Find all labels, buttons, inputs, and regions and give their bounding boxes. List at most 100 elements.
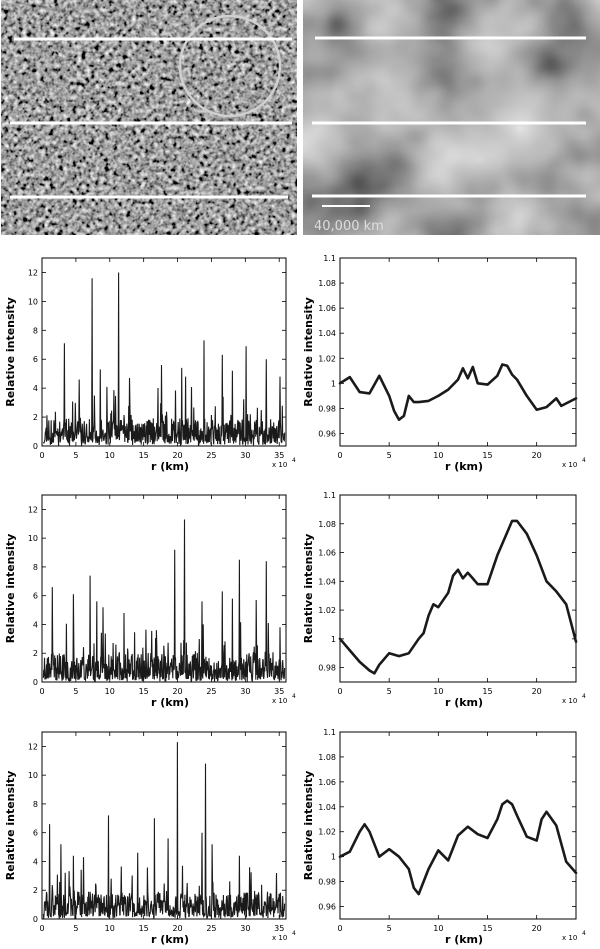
y-tick-label: 0.98 [318,404,336,413]
scale-bar-label: 40,000 km [314,219,384,234]
x-tick-label: 0 [337,451,342,460]
x-tick-label: 5 [387,687,392,696]
granulation-texture [1,0,297,235]
x-tick-label: 20 [532,451,542,460]
y-tick-label: 1.04 [318,329,336,338]
intensity-series-line [42,519,286,683]
x-tick-label: 15 [139,451,149,460]
y-tick-label: 4 [33,620,38,629]
intensity-series-line [338,363,578,422]
y-tick-label: 1.08 [318,753,336,762]
y-tick-label: 1.04 [318,577,336,586]
y-tick-label: 8 [33,800,38,809]
y-tick-label: 4 [33,857,38,866]
x-axis-label: r (km) [445,460,483,473]
x-tick-label: 0 [39,451,44,460]
y-tick-label: 1.02 [318,828,336,837]
x-exponent-label: 4 [292,457,296,464]
y-axis-label: Relative intensity [302,771,315,881]
intensity-series-line [42,272,286,447]
y-tick-label: 2 [33,886,38,895]
x-tick-label: 15 [482,924,492,933]
x-tick-label: 5 [387,451,392,460]
y-tick-label: 1.06 [318,549,336,558]
x-axis-label: r (km) [151,460,189,473]
x-axis-label: r (km) [151,696,189,709]
y-tick-label: 1.1 [323,728,336,737]
x-tick-label: 20 [172,451,182,460]
x-multiplier-label: x 10 [562,697,577,705]
x-exponent-label: 4 [292,693,296,700]
x-tick-label: 25 [206,687,216,696]
x-tick-label: 5 [73,451,78,460]
x-multiplier-label: x 10 [272,461,287,469]
y-tick-label: 0 [33,678,38,687]
y-tick-label: 1.06 [318,778,336,787]
intensity-series-line [338,519,578,675]
x-tick-label: 10 [433,924,443,933]
x-tick-label: 10 [433,451,443,460]
x-tick-label: 35 [274,924,284,933]
x-tick-label: 35 [274,687,284,696]
intensity-chart-5: 0 5 10 15 20 25 30 35 0 2 4 6 8 10 12 r (km) Relative in… [4,731,296,946]
x-tick-label: 10 [105,924,115,933]
x-tick-label: 30 [240,451,250,460]
y-tick-label: 6 [33,355,38,364]
x-tick-label: 10 [105,687,115,696]
smoothed-image-panel: 40,000 km [303,0,600,235]
x-multiplier-label: x 10 [272,934,287,942]
y-tick-label: 0.96 [318,429,336,438]
x-tick-label: 5 [73,687,78,696]
x-tick-label: 0 [337,687,342,696]
x-tick-label: 20 [172,687,182,696]
y-tick-label: 10 [28,534,38,543]
y-tick-label: 1.08 [318,279,336,288]
y-tick-label: 1 [331,635,336,644]
x-exponent-label: 4 [582,930,586,937]
y-tick-label: 6 [33,829,38,838]
y-tick-label: 0 [33,915,38,924]
intensity-chart-2: 0 5 10 15 20 0.96 0.98 1 1.02 1.04 1.06 1.08 1.1 r (k… [302,254,586,473]
x-tick-label: 35 [274,451,284,460]
x-tick-label: 10 [433,687,443,696]
y-tick-label: 1 [331,853,336,862]
y-tick-label: 4 [33,384,38,393]
y-tick-label: 12 [28,742,38,751]
x-tick-label: 0 [39,924,44,933]
x-tick-label: 15 [482,687,492,696]
y-tick-label: 0.96 [318,903,336,912]
x-tick-label: 20 [532,687,542,696]
intensity-chart-6: 0 5 10 15 20 0.96 0.98 1 1.02 1.04 1.06 1.08 1.1 r (k… [302,728,586,946]
x-tick-label: 25 [206,924,216,933]
y-tick-label: 6 [33,592,38,601]
high-res-image-panel [1,0,297,235]
y-tick-label: 1.06 [318,304,336,313]
y-tick-label: 0.98 [318,878,336,887]
x-tick-label: 0 [337,924,342,933]
x-axis-label: r (km) [445,933,483,946]
bright-region [425,120,535,200]
intensity-series-line [338,799,578,896]
y-tick-label: 1.1 [323,254,336,263]
y-axis-label: Relative intensity [4,534,17,644]
x-tick-label: 30 [240,687,250,696]
x-multiplier-label: x 10 [562,461,577,469]
y-tick-label: 1.1 [323,491,336,500]
intensity-chart-4: 0 5 10 15 20 0.98 1 1.02 1.04 1.06 1.08 1.1 r (km) Re… [302,491,586,709]
x-axis-label: r (km) [445,696,483,709]
x-tick-label: 15 [482,451,492,460]
y-tick-label: 12 [28,268,38,277]
y-tick-label: 1.02 [318,354,336,363]
y-tick-label: 1 [331,379,336,388]
y-tick-label: 8 [33,326,38,335]
x-tick-label: 10 [105,451,115,460]
y-tick-label: 2 [33,413,38,422]
x-tick-label: 15 [139,687,149,696]
x-exponent-label: 4 [292,930,296,937]
y-tick-label: 0.98 [318,664,336,673]
x-multiplier-label: x 10 [562,934,577,942]
y-tick-label: 8 [33,563,38,572]
x-tick-label: 25 [206,451,216,460]
x-tick-label: 0 [39,687,44,696]
